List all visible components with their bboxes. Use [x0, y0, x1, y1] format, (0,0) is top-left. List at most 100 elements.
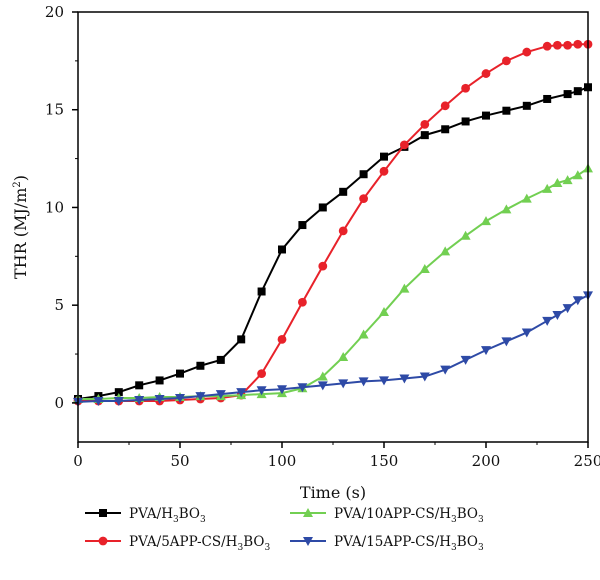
series-1-point	[135, 381, 144, 390]
legend-label: PVA/H3BO3	[129, 506, 206, 525]
series-3-point	[572, 170, 583, 180]
series-4-point	[562, 304, 573, 314]
legend-label-subscript: 3	[478, 515, 484, 525]
series-2-point	[298, 297, 307, 307]
series-4	[73, 291, 593, 407]
series-1-point	[573, 87, 582, 96]
y-tick-label: 10	[45, 198, 64, 216]
series-4-point	[552, 310, 563, 320]
legend-item-2: PVA/5APP-CS/H3BO3	[85, 534, 270, 553]
series-3-point	[460, 230, 471, 240]
series-4-point	[460, 355, 471, 365]
y-axis-title-superscript: 2	[12, 181, 23, 187]
series-4-point	[93, 396, 104, 406]
series-4-point	[542, 316, 553, 326]
series-3-point	[562, 175, 573, 185]
series-1-point	[155, 376, 164, 385]
series-4-point	[338, 379, 349, 389]
series-3-line	[78, 167, 589, 400]
series-1-point	[196, 361, 205, 370]
series-1-point	[339, 187, 348, 196]
series-4-point	[379, 376, 389, 386]
series-2-point	[542, 41, 552, 51]
series-2-point	[440, 101, 450, 111]
series-1-point	[461, 117, 470, 126]
series-3-point	[552, 178, 563, 188]
series-3-point	[521, 193, 532, 203]
legend-label-part: PVA/5APP-CS/H	[129, 534, 238, 550]
legend-item-4: PVA/15APP-CS/H3BO3	[290, 534, 484, 553]
axes: 0 50 100 150 200 250 0 5 10 15 20 Time (s) THR (MJ/m…	[11, 3, 600, 502]
series-4-point	[501, 337, 512, 347]
series-2-point	[359, 194, 368, 204]
legend-marker	[98, 536, 108, 546]
series-2-point	[257, 369, 266, 378]
legend-label-part: BO	[179, 506, 200, 522]
series-4-point	[256, 386, 267, 396]
x-tick-label: 50	[170, 452, 189, 470]
series-4-point	[358, 377, 369, 387]
legend: PVA/H3BO3PVA/5APP-CS/H3BO3PVA/10APP-CS/H…	[85, 506, 484, 553]
series-3	[73, 163, 593, 403]
y-axis-title-close: )	[11, 175, 30, 181]
series-4-point	[481, 346, 491, 356]
series-1-point	[563, 90, 572, 99]
series-4-point	[572, 296, 583, 306]
legend-label-subscript: 3	[264, 543, 270, 553]
x-tick-label: 150	[370, 452, 399, 470]
series-4-point	[113, 396, 124, 406]
series-4-point	[399, 374, 410, 384]
series-3-point	[481, 216, 491, 226]
series-3-point	[501, 204, 512, 214]
series-4-point	[277, 385, 287, 395]
series-3-point	[338, 351, 349, 361]
legend-label-part: BO	[457, 506, 478, 522]
legend-marker	[303, 537, 313, 546]
series-4-point	[419, 372, 430, 382]
series-1-point	[380, 152, 388, 161]
series-4-line	[77, 294, 589, 403]
series-1-point	[420, 131, 429, 140]
series-1-point	[522, 101, 531, 110]
series-1-point	[114, 388, 123, 397]
series-1-point	[216, 355, 225, 364]
series-1-point	[298, 221, 307, 230]
x-tick-label: 250	[574, 452, 600, 470]
series-2-point	[277, 334, 287, 344]
series-2-point	[338, 226, 348, 236]
x-tick-label: 0	[73, 452, 83, 470]
series-1-point	[237, 335, 246, 344]
x-axis-title: Time (s)	[300, 483, 366, 502]
series-1-point	[318, 203, 327, 212]
series-1-point	[543, 94, 552, 103]
legend-label-subscript: 3	[237, 543, 243, 553]
y-tick-label: 20	[45, 3, 64, 21]
legend-label-part: BO	[457, 534, 478, 550]
legend-label-subscript: 3	[200, 515, 206, 525]
series-2-point	[461, 83, 470, 93]
y-axis-title-main: THR (MJ/m	[11, 188, 30, 279]
series-2-point	[481, 69, 491, 78]
series-1-point	[502, 106, 511, 115]
series-4-point	[195, 392, 206, 402]
y-tick-label: 0	[54, 394, 64, 412]
legend-label-part: PVA/15APP-CS/H	[334, 534, 451, 550]
legend-label: PVA/15APP-CS/H3BO3	[334, 534, 484, 553]
series-3-point	[542, 183, 553, 193]
series-2-point	[400, 140, 409, 150]
series-4-point	[215, 390, 226, 400]
series-2-point	[420, 119, 430, 129]
series-2-point	[573, 39, 583, 49]
x-tick-label: 100	[268, 452, 297, 470]
y-axis-title: THR (MJ/m2)	[11, 175, 30, 279]
series-3-point	[399, 283, 410, 293]
series-2-point	[553, 40, 562, 50]
legend-label: PVA/5APP-CS/H3BO3	[129, 534, 270, 553]
x-tick-label: 200	[472, 452, 501, 470]
series-3-point	[419, 264, 430, 274]
series-2-point	[563, 40, 572, 50]
y-tick-label: 15	[45, 101, 64, 119]
legend-item-3: PVA/10APP-CS/H3BO3	[290, 506, 484, 525]
legend-marker	[99, 509, 107, 517]
